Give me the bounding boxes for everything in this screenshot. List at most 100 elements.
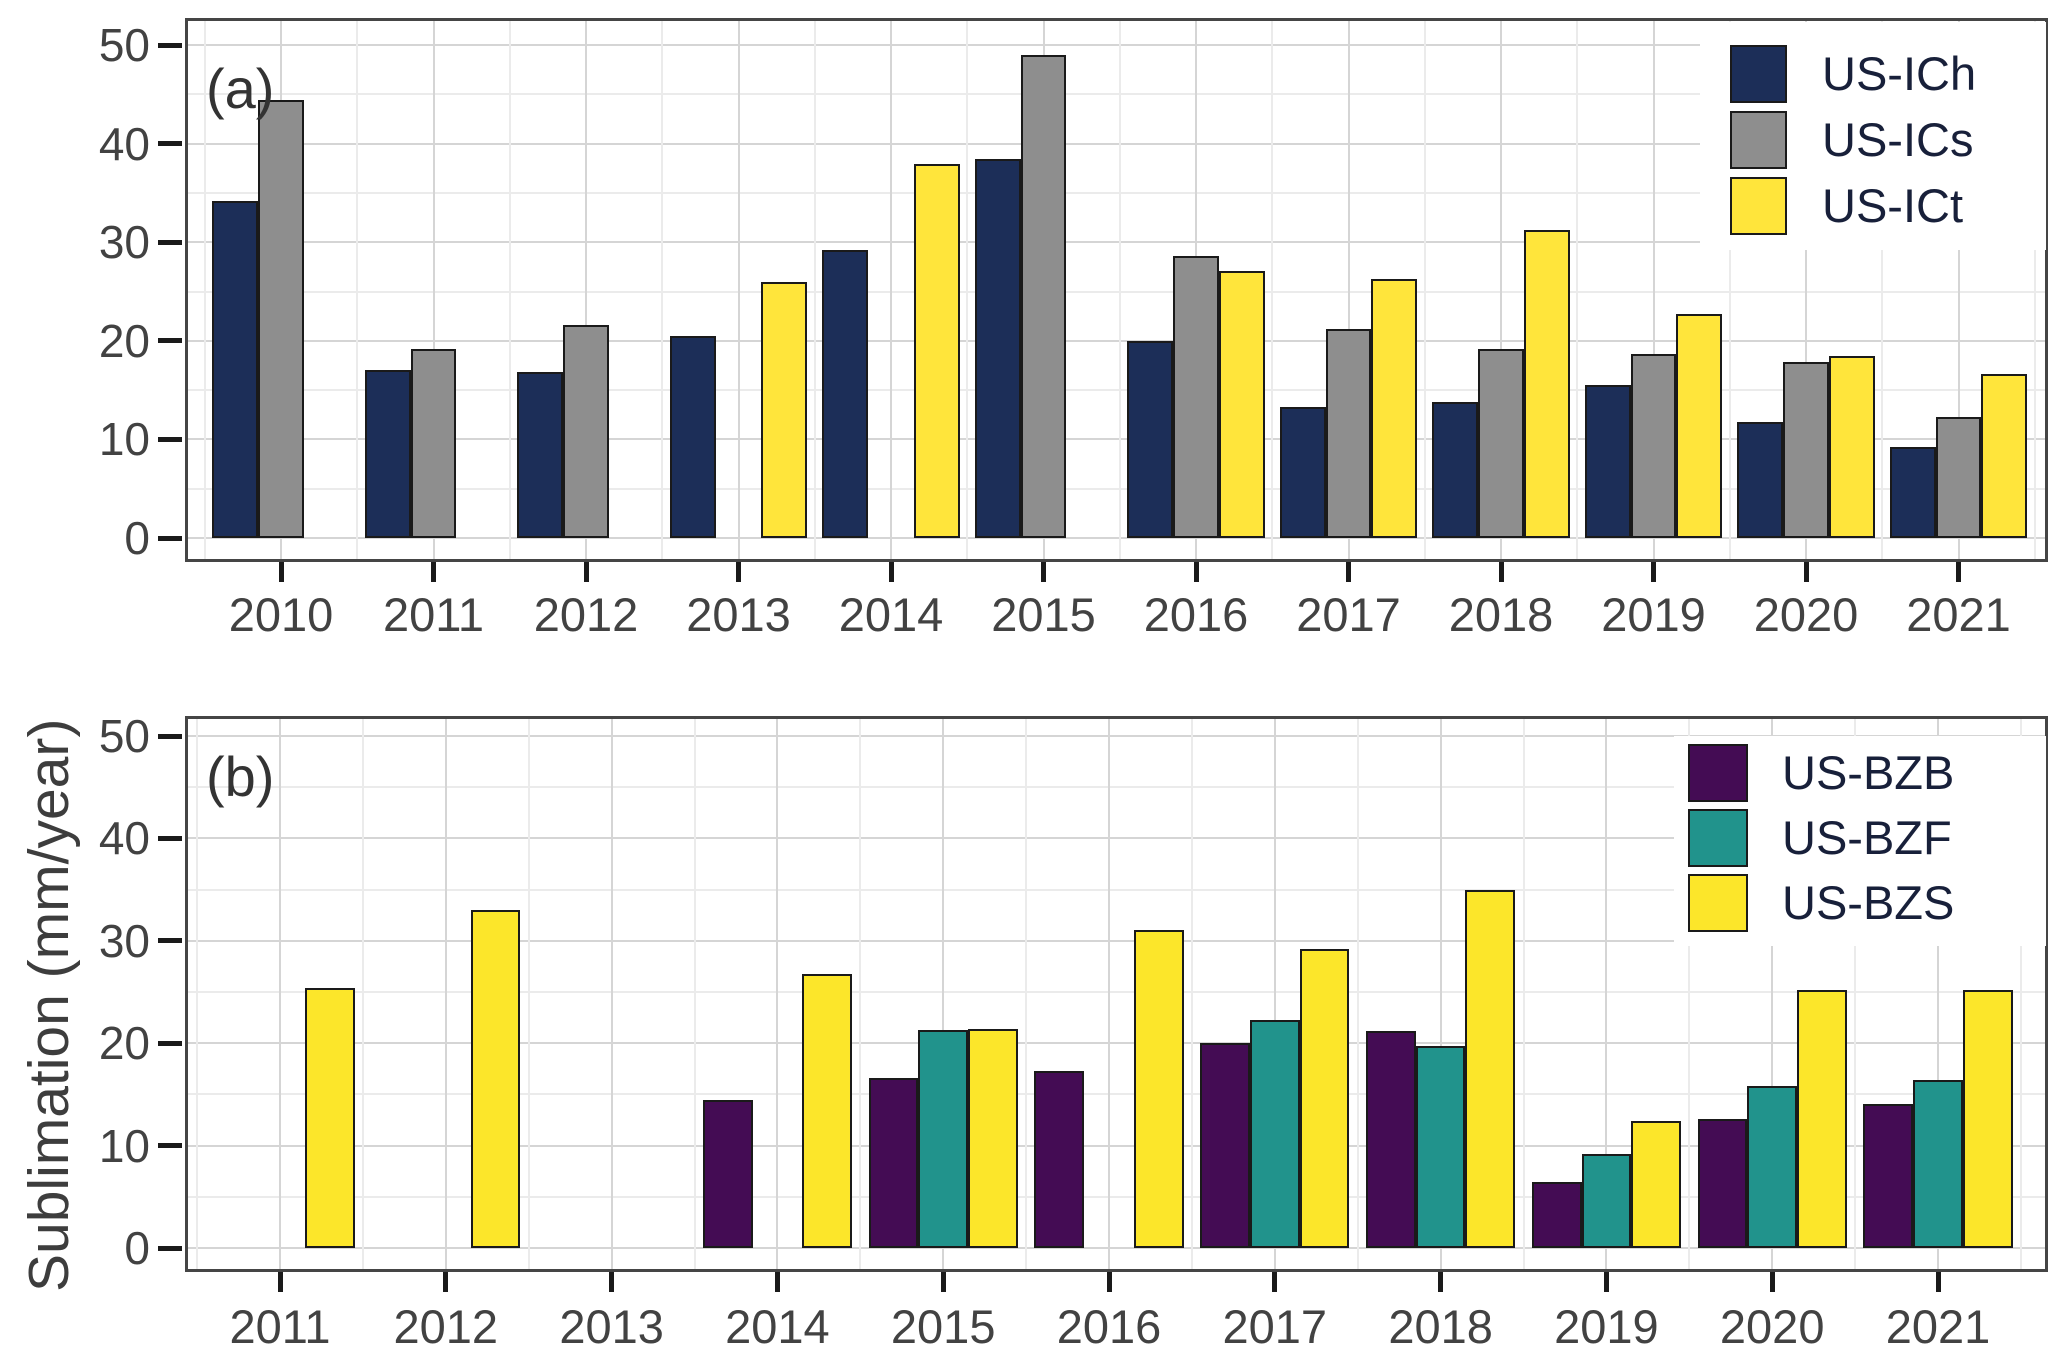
- bar-US-BZF-2018: [1415, 1046, 1466, 1248]
- gridline: [942, 716, 945, 1272]
- gridline: [185, 735, 2048, 737]
- bar-US-BZS-2015: [968, 1028, 1018, 1248]
- gridline: [527, 716, 530, 1272]
- y-tick-label: 40: [98, 812, 150, 865]
- bar-US-ICh-2011: [364, 370, 411, 538]
- x-tick-label: 2012: [533, 588, 639, 641]
- bar-US-ICs-2021: [1935, 416, 1982, 538]
- gridline: [185, 191, 2048, 194]
- bar-US-BZS-2017: [1299, 948, 1350, 1248]
- y-tick: [158, 733, 182, 739]
- gridline: [185, 786, 2048, 789]
- gridline: [508, 18, 511, 562]
- y-tick-label: 50: [98, 710, 150, 762]
- gridline: [1108, 716, 1110, 1272]
- panel-tag: (a): [206, 57, 275, 120]
- gridline: [1805, 18, 1807, 562]
- x-tick: [1346, 562, 1351, 582]
- gridline: [1605, 716, 1608, 1272]
- bar-US-BZS-2021: [1962, 989, 2013, 1248]
- bar-US-BZB-2017: [1200, 1043, 1250, 1248]
- gridline: [432, 18, 435, 562]
- y-tick-label: 20: [98, 314, 150, 367]
- gridline: [1118, 18, 1121, 562]
- x-tick-label: 2017: [1296, 588, 1401, 641]
- bar-US-ICh-2014: [822, 250, 869, 538]
- x-tick-label: 2016: [1143, 588, 1249, 641]
- gridline: [361, 716, 364, 1272]
- gridline: [185, 290, 2048, 293]
- legend-key-US-ICs: [1730, 111, 1787, 169]
- gridline: [1273, 716, 1276, 1272]
- bar-US-BZS-2018: [1465, 889, 1516, 1248]
- gridline: [185, 389, 2048, 392]
- legend-label: US-BZB: [1782, 746, 1955, 799]
- bar-US-ICs-2020: [1783, 362, 1829, 538]
- x-tick-label: 2014: [725, 1300, 830, 1353]
- legend-label: US-BZS: [1782, 876, 1955, 929]
- legend-key-US-ICh: [1730, 45, 1787, 103]
- gridline: [693, 716, 696, 1272]
- gridline: [1688, 716, 1691, 1272]
- bar-US-BZB-2015: [868, 1078, 919, 1248]
- gridline: [2019, 716, 2022, 1272]
- y-tick-label: 30: [98, 216, 150, 269]
- bar-US-ICh-2017: [1279, 406, 1326, 538]
- bar-US-ICt-2019: [1676, 314, 1723, 538]
- x-tick: [1106, 1272, 1112, 1292]
- bar-US-ICh-2021: [1889, 447, 1936, 538]
- gridline: [185, 438, 2048, 441]
- x-tick: [1498, 562, 1504, 582]
- gridline: [185, 1195, 2048, 1198]
- x-tick: [583, 562, 589, 582]
- x-tick: [1603, 1272, 1609, 1292]
- x-tick-label: 2020: [1719, 1300, 1825, 1353]
- bar-US-BZF-2017: [1249, 1019, 1300, 1248]
- gridline: [1576, 18, 1579, 562]
- gridline: [185, 142, 2048, 145]
- y-tick: [158, 938, 182, 944]
- gridline: [966, 18, 969, 562]
- y-tick: [158, 436, 182, 442]
- x-tick: [277, 1272, 283, 1292]
- bar-US-ICh-2012: [517, 372, 564, 538]
- x-tick: [443, 1272, 449, 1292]
- x-tick: [888, 562, 894, 582]
- gridline: [185, 888, 2048, 891]
- x-tick-label: 2018: [1448, 588, 1554, 641]
- x-tick: [1935, 1272, 1941, 1292]
- bar-US-ICt-2017: [1371, 278, 1418, 538]
- x-tick-label: 2019: [1554, 1300, 1659, 1353]
- gridline: [1356, 716, 1359, 1272]
- gridline: [2033, 18, 2036, 562]
- x-tick-label: 2015: [890, 1300, 996, 1353]
- y-tick-label: 40: [98, 117, 150, 170]
- bar-US-ICs-2015: [1020, 54, 1067, 538]
- gridline: [185, 1093, 2048, 1096]
- bar-US-BZS-2016: [1133, 929, 1184, 1248]
- gridline: [185, 44, 2048, 46]
- bar-US-ICs-2017: [1325, 328, 1372, 538]
- bar-US-BZS-2019: [1631, 1121, 1681, 1248]
- x-tick: [609, 1272, 615, 1292]
- gridline: [1652, 18, 1655, 562]
- y-tick-label: 10: [98, 1119, 150, 1172]
- bar-US-ICt-2014: [913, 164, 960, 538]
- x-tick: [1956, 562, 1961, 582]
- gridline: [185, 93, 2048, 96]
- gridline: [1881, 18, 1884, 562]
- panel-border: [185, 18, 2048, 562]
- y-tick-label: 10: [98, 413, 150, 466]
- gridline: [1271, 18, 1274, 562]
- x-tick-label: 2012: [393, 1300, 499, 1353]
- y-tick: [158, 338, 182, 344]
- gridline: [356, 18, 359, 562]
- y-tick: [158, 42, 182, 48]
- y-tick: [158, 1143, 182, 1149]
- x-tick-label: 2011: [382, 588, 485, 641]
- bar-US-ICt-2016: [1218, 270, 1265, 538]
- gridline: [1957, 18, 1960, 562]
- gridline: [1190, 716, 1193, 1272]
- bar-US-BZS-2014: [802, 973, 852, 1248]
- y-tick-label: 50: [98, 19, 150, 71]
